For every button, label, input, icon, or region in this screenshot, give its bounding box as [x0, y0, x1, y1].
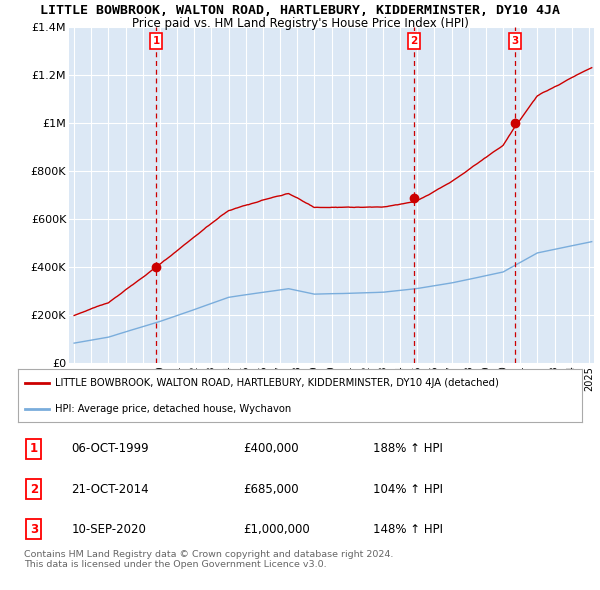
Text: LITTLE BOWBROOK, WALTON ROAD, HARTLEBURY, KIDDERMINSTER, DY10 4JA: LITTLE BOWBROOK, WALTON ROAD, HARTLEBURY…: [40, 4, 560, 17]
Text: £400,000: £400,000: [244, 442, 299, 455]
Text: Price paid vs. HM Land Registry's House Price Index (HPI): Price paid vs. HM Land Registry's House …: [131, 17, 469, 30]
Text: 2: 2: [410, 36, 418, 46]
Text: 21-OCT-2014: 21-OCT-2014: [71, 483, 149, 496]
Text: 148% ↑ HPI: 148% ↑ HPI: [373, 523, 443, 536]
Text: 06-OCT-1999: 06-OCT-1999: [71, 442, 149, 455]
Text: HPI: Average price, detached house, Wychavon: HPI: Average price, detached house, Wych…: [55, 404, 291, 414]
Text: LITTLE BOWBROOK, WALTON ROAD, HARTLEBURY, KIDDERMINSTER, DY10 4JA (detached): LITTLE BOWBROOK, WALTON ROAD, HARTLEBURY…: [55, 378, 499, 388]
Text: 10-SEP-2020: 10-SEP-2020: [71, 523, 146, 536]
Text: 104% ↑ HPI: 104% ↑ HPI: [373, 483, 443, 496]
Text: Contains HM Land Registry data © Crown copyright and database right 2024.
This d: Contains HM Land Registry data © Crown c…: [24, 550, 394, 569]
Text: 1: 1: [30, 442, 38, 455]
Text: £685,000: £685,000: [244, 483, 299, 496]
Text: 3: 3: [30, 523, 38, 536]
Text: 188% ↑ HPI: 188% ↑ HPI: [373, 442, 443, 455]
Text: 1: 1: [152, 36, 160, 46]
Text: £1,000,000: £1,000,000: [244, 523, 310, 536]
Text: 2: 2: [30, 483, 38, 496]
Text: 3: 3: [511, 36, 518, 46]
